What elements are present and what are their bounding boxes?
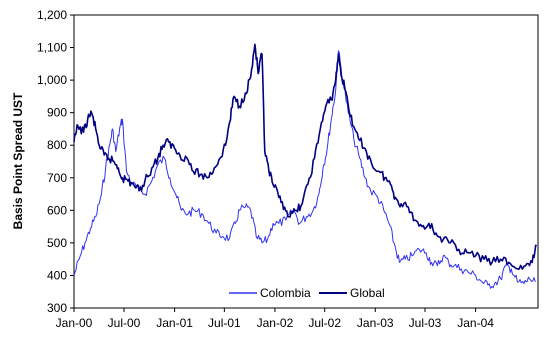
series-line-colombia bbox=[73, 50, 536, 289]
legend-label-colombia: Colombia bbox=[260, 286, 311, 300]
series-line-global bbox=[73, 43, 538, 270]
y-axis-title: Basis Point Spread UST bbox=[11, 92, 25, 229]
x-tick-label: Jul-00 bbox=[108, 316, 141, 330]
y-tick-label: 800 bbox=[47, 138, 67, 152]
legend: Colombia Global bbox=[229, 286, 385, 300]
y-tick-label: 1,000 bbox=[37, 73, 67, 87]
y-tick-label: 1,100 bbox=[37, 41, 67, 55]
y-tick-label: 700 bbox=[47, 171, 67, 185]
x-tick-label: Jan-00 bbox=[56, 316, 93, 330]
y-tick-label: 900 bbox=[47, 106, 67, 120]
y-axis: 300 400 500 600 700 800 900 1,000 1,100 1,200 bbox=[37, 8, 74, 315]
y-tick-label: 500 bbox=[47, 236, 67, 250]
y-tick-label: 300 bbox=[47, 301, 67, 315]
x-tick-label: Jan-03 bbox=[357, 316, 394, 330]
plot-area bbox=[73, 14, 539, 309]
series-lines bbox=[73, 43, 538, 289]
x-tick-label: Jul-01 bbox=[208, 316, 241, 330]
x-tick-label: Jul-02 bbox=[308, 316, 341, 330]
x-tick-label: Jul-03 bbox=[409, 316, 442, 330]
x-tick-label: Jan-01 bbox=[156, 316, 193, 330]
x-tick-label: Jan-02 bbox=[257, 316, 294, 330]
y-tick-label: 400 bbox=[47, 268, 67, 282]
x-tick-label: Jan-04 bbox=[457, 316, 494, 330]
x-axis: Jan-00 Jul-00 Jan-01 Jul-01 Jan-02 Jul-02 Jan-… bbox=[56, 308, 494, 330]
y-tick-label: 600 bbox=[47, 203, 67, 217]
y-tick-label: 1,200 bbox=[37, 8, 67, 22]
legend-label-global: Global bbox=[350, 286, 385, 300]
